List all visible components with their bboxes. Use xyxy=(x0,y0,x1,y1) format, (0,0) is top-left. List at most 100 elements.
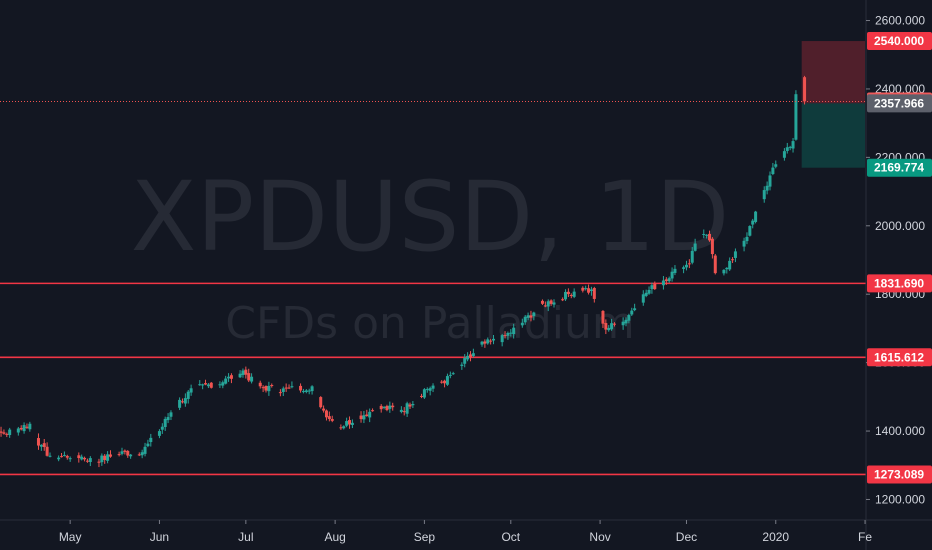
candle-body[interactable] xyxy=(42,443,46,448)
candle-body[interactable] xyxy=(653,283,657,290)
candle-body[interactable] xyxy=(8,429,12,436)
candle-body[interactable] xyxy=(520,322,524,326)
candle-body[interactable] xyxy=(25,426,29,428)
candle-body[interactable] xyxy=(330,419,334,421)
candle-body[interactable] xyxy=(68,458,72,460)
candle-body[interactable] xyxy=(77,455,81,459)
candle-body[interactable] xyxy=(762,190,766,200)
candle-body[interactable] xyxy=(745,236,749,242)
candle-body[interactable] xyxy=(368,411,372,418)
candle-body[interactable] xyxy=(83,457,87,460)
candle-body[interactable] xyxy=(630,310,634,315)
candle-body[interactable] xyxy=(362,415,366,420)
candle-body[interactable] xyxy=(690,250,694,263)
candle-body[interactable] xyxy=(238,373,242,378)
candle-body[interactable] xyxy=(391,405,395,408)
candle-body[interactable] xyxy=(584,288,588,290)
candle-body[interactable] xyxy=(607,327,611,331)
candle-body[interactable] xyxy=(80,456,84,460)
candle-body[interactable] xyxy=(339,427,343,429)
candle-body[interactable] xyxy=(604,323,608,330)
candle-body[interactable] xyxy=(702,233,706,235)
candle-body[interactable] xyxy=(526,315,530,318)
candle-body[interactable] xyxy=(509,332,513,334)
candle-body[interactable] xyxy=(566,291,570,295)
candle-body[interactable] xyxy=(267,385,271,392)
candle-body[interactable] xyxy=(621,321,625,326)
candle-body[interactable] xyxy=(572,291,576,297)
candle-body[interactable] xyxy=(610,323,614,330)
candle-body[interactable] xyxy=(492,338,496,341)
candle-body[interactable] xyxy=(359,415,363,420)
candle-body[interactable] xyxy=(198,384,202,386)
candle-body[interactable] xyxy=(2,432,6,434)
candle-body[interactable] xyxy=(97,461,101,463)
candle-body[interactable] xyxy=(670,271,674,279)
candle-body[interactable] xyxy=(399,409,403,412)
candle-body[interactable] xyxy=(301,391,305,393)
candle-body[interactable] xyxy=(486,339,490,344)
candle-body[interactable] xyxy=(60,456,64,458)
candle-body[interactable] xyxy=(549,300,553,304)
candle-body[interactable] xyxy=(106,454,110,461)
candle-body[interactable] xyxy=(468,354,472,357)
candle-body[interactable] xyxy=(633,308,637,311)
candle-body[interactable] xyxy=(425,389,429,391)
candle-body[interactable] xyxy=(443,380,447,384)
candle-body[interactable] xyxy=(62,455,66,457)
candle-body[interactable] xyxy=(163,418,167,428)
candle-body[interactable] xyxy=(569,295,573,297)
candle-body[interactable] xyxy=(0,431,3,433)
candle-body[interactable] xyxy=(16,428,20,433)
candle-body[interactable] xyxy=(445,376,449,385)
time-axis[interactable]: May Jun Jul Aug Sep Oct Nov Dec 2020 Fe xyxy=(59,520,873,544)
candle-body[interactable] xyxy=(284,387,288,389)
candle-body[interactable] xyxy=(129,454,133,457)
candle-body[interactable] xyxy=(765,185,769,191)
candle-body[interactable] xyxy=(48,455,52,457)
candle-body[interactable] xyxy=(543,305,547,307)
horizontal-levels[interactable] xyxy=(0,282,866,476)
candle-body[interactable] xyxy=(774,164,778,167)
candle-body[interactable] xyxy=(748,226,752,236)
candle-body[interactable] xyxy=(345,421,349,426)
candle-body[interactable] xyxy=(408,404,412,407)
candle-body[interactable] xyxy=(791,141,795,149)
candle-body[interactable] xyxy=(693,243,697,251)
candle-body[interactable] xyxy=(126,451,130,456)
candle-body[interactable] xyxy=(684,264,688,268)
candle-body[interactable] xyxy=(204,383,208,385)
candle-body[interactable] xyxy=(180,401,184,403)
candle-body[interactable] xyxy=(682,267,686,269)
candle-body[interactable] xyxy=(189,388,193,393)
candle-body[interactable] xyxy=(466,355,470,360)
candle-body[interactable] xyxy=(708,233,712,241)
candle-body[interactable] xyxy=(751,220,755,225)
candle-body[interactable] xyxy=(379,405,383,410)
candle-body[interactable] xyxy=(137,454,141,456)
candle-body[interactable] xyxy=(500,335,504,343)
candle-body[interactable] xyxy=(713,255,717,274)
candle-body[interactable] xyxy=(218,384,222,386)
candle-body[interactable] xyxy=(402,411,406,413)
candle-body[interactable] xyxy=(120,451,124,454)
candle-body[interactable] xyxy=(480,341,484,345)
candle-body[interactable] xyxy=(782,151,786,158)
candle-body[interactable] xyxy=(728,260,732,270)
candle-body[interactable] xyxy=(65,455,69,458)
candle-body[interactable] xyxy=(601,310,605,324)
candle-body[interactable] xyxy=(39,444,43,447)
candle-body[interactable] xyxy=(206,384,210,387)
candle-body[interactable] xyxy=(290,386,294,388)
candle-body[interactable] xyxy=(350,422,354,425)
candle-body[interactable] xyxy=(247,373,251,381)
candle-body[interactable] xyxy=(431,385,435,389)
candle-body[interactable] xyxy=(385,405,389,411)
short-position-tool[interactable] xyxy=(801,41,865,168)
candle-body[interactable] xyxy=(103,455,107,460)
candle-body[interactable] xyxy=(705,234,709,236)
candle-body[interactable] xyxy=(169,412,173,417)
candle-body[interactable] xyxy=(5,433,9,435)
candle-body[interactable] xyxy=(371,410,375,412)
